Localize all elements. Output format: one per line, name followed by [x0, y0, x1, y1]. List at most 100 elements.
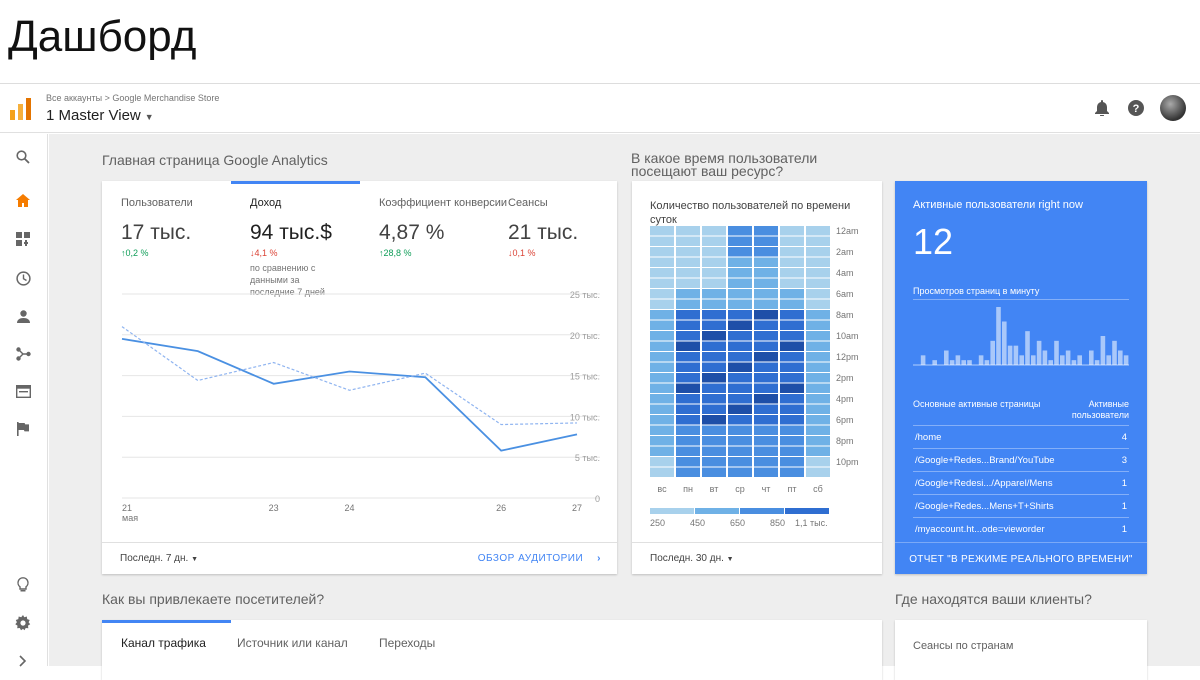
heatmap-card: Количество пользователей по времени суто…	[632, 181, 882, 574]
avatar[interactable]	[1160, 95, 1186, 121]
pageview-bar	[1112, 340, 1117, 365]
day-label: ср	[735, 484, 745, 494]
heatmap-cell	[728, 341, 752, 351]
metric-value: 17 тыс.	[121, 221, 192, 244]
chevron-right-icon[interactable]	[12, 650, 34, 672]
heatmap-cell	[650, 310, 674, 320]
heatmap-cell	[754, 268, 778, 278]
heatmap-cell	[806, 268, 830, 278]
heatmap-cell	[728, 373, 752, 383]
active-page-row[interactable]: /Google+Redes...Brand/YouTube 3	[913, 448, 1129, 470]
bell-icon[interactable]	[1092, 98, 1112, 118]
pageview-bar	[1065, 350, 1071, 365]
divider	[913, 299, 1129, 300]
heatmap-cell	[676, 352, 700, 362]
search-icon[interactable]	[12, 146, 34, 168]
heatmap: 12am 2am 4am 6am 8am 10am 12pm 2pm 4pm 6pm 8pm 10pm…	[650, 226, 859, 528]
pageview-bar	[1048, 360, 1053, 365]
active-page-row[interactable]: /Google+Redesi.../Apparel/Mens 1	[913, 471, 1129, 493]
tab-referrals[interactable]: Переходы	[379, 636, 436, 650]
heatmap-cell	[728, 299, 752, 309]
heatmap-cell	[702, 289, 726, 299]
heatmap-cell	[728, 310, 752, 320]
metric-label: Коэффициент конверсии	[379, 197, 507, 209]
heatmap-cell	[650, 425, 674, 435]
breadcrumb[interactable]: Все аккаунты > Google Merchandise Store	[46, 93, 219, 103]
y-tick-label: 25 тыс.	[570, 290, 600, 300]
tab-source-medium[interactable]: Источник или канал	[237, 636, 348, 650]
hour-label: 6pm	[836, 415, 854, 425]
view-selector[interactable]: 1 Master View ▼	[46, 107, 154, 124]
x-tick-label: 23	[269, 503, 279, 513]
pageview-bar	[996, 307, 1001, 365]
acquisition-icon[interactable]	[12, 343, 34, 365]
breadcrumb-root[interactable]: Все аккаунты	[46, 93, 103, 103]
hour-label: 2pm	[836, 373, 854, 383]
breadcrumb-separator: >	[104, 93, 110, 103]
acquisition-section-title: Как вы привлекаете посетителей?	[102, 591, 325, 607]
audience-overview-link[interactable]: ОБЗОР АУДИТОРИИ ›	[478, 553, 601, 564]
heatmap-cell	[702, 320, 726, 330]
realtime-report-link[interactable]: ОТЧЕТ "В РЕЖИМЕ РЕАЛЬНОГО ВРЕМЕНИ"	[895, 542, 1147, 574]
heatmap-cell	[728, 446, 752, 456]
heatmap-cell	[754, 278, 778, 288]
heatmap-cell	[676, 257, 700, 267]
legend-label: 250	[650, 518, 665, 528]
heatmap-cell	[754, 236, 778, 246]
active-page-row[interactable]: /myaccount.ht...ode=vieworder 1	[913, 517, 1129, 539]
metric-revenue[interactable]: Доход 94 тыс.$ ↓4,1 % по сравнению с дан…	[250, 197, 340, 298]
person-icon[interactable]	[12, 305, 34, 327]
heatmap-cell	[728, 394, 752, 404]
heatmap-cell	[676, 320, 700, 330]
heatmap-cell	[728, 362, 752, 372]
breadcrumb-property[interactable]: Google Merchandise Store	[112, 93, 220, 103]
analytics-logo[interactable]	[10, 98, 32, 120]
dashboard-icon[interactable]	[12, 228, 34, 250]
heatmap-cell	[650, 404, 674, 414]
heatmap-cell	[780, 299, 804, 309]
active-page-row[interactable]: /Google+Redes...Mens+T+Shirts 1	[913, 494, 1129, 516]
tab-traffic-channel[interactable]: Канал трафика	[121, 636, 206, 650]
pageview-bar	[920, 355, 926, 365]
heatmap-cell	[650, 299, 674, 309]
heatmap-cell	[650, 320, 674, 330]
heatmap-cell	[806, 310, 830, 320]
heatmap-section-title: В какое время пользователи посещают ваш …	[631, 150, 818, 179]
heatmap-cell	[754, 457, 778, 467]
date-range-dropdown[interactable]: Последн. 30 дн. ▼	[650, 553, 734, 564]
heatmap-cell	[728, 457, 752, 467]
metric-sessions[interactable]: Сеансы 21 тыс. ↓0,1 %	[508, 197, 578, 258]
active-users-title: Активные пользователи right now	[913, 199, 1083, 211]
pageview-bar	[932, 360, 937, 365]
active-page-users: 4	[1121, 432, 1127, 443]
heatmap-cell	[728, 226, 752, 236]
help-icon[interactable]: ?	[1126, 98, 1146, 118]
pageview-bar	[1042, 350, 1048, 365]
chevron-right-icon: ›	[597, 553, 601, 564]
heatmap-cell	[780, 362, 804, 372]
metric-users[interactable]: Пользователи 17 тыс. ↑0,2 %	[121, 197, 193, 258]
lightbulb-icon[interactable]	[12, 574, 34, 596]
metric-value: 4,87 %	[379, 221, 445, 244]
heatmap-cell	[754, 467, 778, 477]
heatmap-cell	[676, 404, 700, 414]
clock-icon[interactable]	[12, 267, 34, 289]
home-icon[interactable]	[12, 189, 34, 211]
selected-metric-indicator	[231, 181, 360, 184]
pageview-bar	[955, 355, 961, 365]
hour-label: 8am	[836, 310, 854, 320]
caret-down-icon: ▼	[191, 556, 199, 563]
behavior-icon[interactable]	[12, 380, 34, 402]
heatmap-cell	[806, 289, 830, 299]
metric-conversion[interactable]: Коэффициент конверсии 4,87 % ↑28,8 %	[379, 197, 507, 258]
heatmap-cell	[650, 383, 674, 393]
heatmap-cell	[702, 341, 726, 351]
svg-text:?: ?	[1133, 103, 1140, 115]
flag-icon[interactable]	[12, 418, 34, 440]
heatmap-cell	[780, 352, 804, 362]
active-page-row[interactable]: /home 4	[913, 425, 1129, 447]
date-range-dropdown[interactable]: Последн. 7 дн. ▼	[120, 553, 198, 564]
heatmap-cell	[806, 341, 830, 351]
geo-card-title: Сеансы по странам	[913, 640, 1014, 652]
gear-icon[interactable]	[12, 612, 34, 634]
